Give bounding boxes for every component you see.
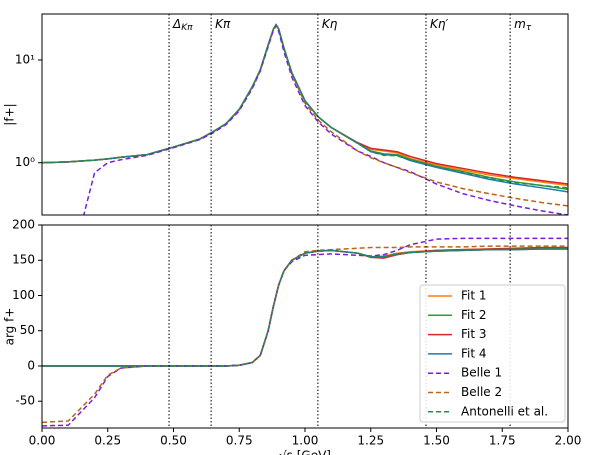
x-tick-label: 1.75 xyxy=(489,434,516,448)
axes-frame xyxy=(41,224,569,429)
y-axis-label: arg f+ xyxy=(3,308,17,346)
threshold-label-text: Kπ xyxy=(215,17,231,31)
x-tick-label: 0.75 xyxy=(226,434,253,448)
series-line xyxy=(82,24,568,215)
y-tick-label: 50 xyxy=(20,323,35,337)
series-line xyxy=(42,23,568,189)
threshold-label: Kη xyxy=(322,17,338,31)
series-line xyxy=(42,247,568,367)
x-tick-label: 2.00 xyxy=(555,434,582,448)
plot-area xyxy=(42,23,568,215)
legend-label: Fit 1 xyxy=(461,289,487,303)
y-tick-label: 10¹ xyxy=(15,52,35,66)
threshold-label-text: m xyxy=(514,17,526,31)
y-axis-label: |f+| xyxy=(3,103,17,125)
threshold-label-sub: τ xyxy=(526,23,532,33)
x-axis-label: √s [GeV] xyxy=(279,449,331,455)
threshold-label-text: Kη′ xyxy=(430,17,448,31)
legend-label: Fit 4 xyxy=(461,346,487,360)
x-tick-label: 1.00 xyxy=(292,434,319,448)
legend-label: Fit 3 xyxy=(461,327,487,341)
threshold-label: ΔKπ xyxy=(172,17,193,33)
legend-label: Antonelli et al. xyxy=(461,404,548,418)
y-tick-label: 150 xyxy=(12,253,35,267)
plot-area xyxy=(42,237,568,427)
legend-box xyxy=(419,284,566,423)
y-tick-label: 200 xyxy=(12,218,35,232)
threshold-label: Kπ xyxy=(215,17,231,31)
threshold-label-sub: Kπ xyxy=(181,23,193,33)
y-tick-label: -50 xyxy=(15,394,35,408)
threshold-label: mτ xyxy=(514,17,532,33)
x-tick-label: 1.25 xyxy=(357,434,384,448)
y-tick-label: 10⁰ xyxy=(15,155,35,169)
legend-label: Fit 2 xyxy=(461,308,487,322)
y-tick-label: 0 xyxy=(27,358,35,372)
x-tick-label: 0.00 xyxy=(29,434,56,448)
legend-label: Belle 1 xyxy=(461,366,502,380)
series-line xyxy=(42,23,568,193)
series-line xyxy=(42,23,568,191)
threshold-label: Kη′ xyxy=(430,17,448,31)
threshold-label-text: Δ xyxy=(172,17,181,31)
y-tick-label: 100 xyxy=(12,288,35,302)
axes-frame xyxy=(41,13,569,216)
x-tick-label: 1.50 xyxy=(423,434,450,448)
x-tick-label: 0.25 xyxy=(94,434,121,448)
legend-label: Belle 2 xyxy=(461,385,502,399)
threshold-label-text: Kη xyxy=(322,17,338,31)
x-tick-label: 0.50 xyxy=(160,434,187,448)
